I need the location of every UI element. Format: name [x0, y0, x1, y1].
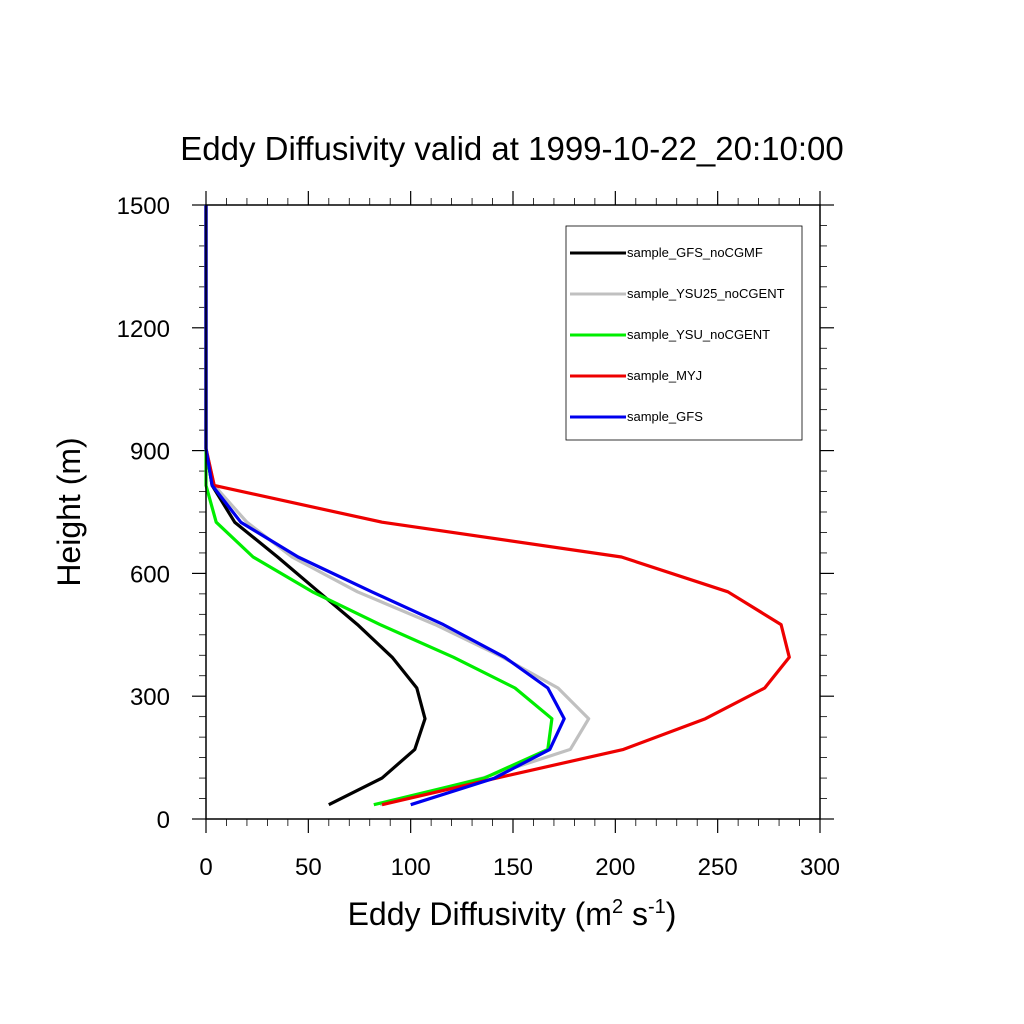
x-axis-label: Eddy Diffusivity (m2 s-1) [348, 896, 677, 932]
legend-label: sample_YSU25_noCGENT [627, 286, 785, 301]
x-tick-label: 100 [391, 854, 431, 881]
x-axis-label-sup1: 2 [612, 896, 623, 918]
legend-label: sample_GFS [627, 409, 703, 424]
series-line-sample-gfs-nocgmf [204, 205, 427, 807]
plot-frame [205, 204, 821, 820]
x-tick-label: 300 [800, 854, 840, 881]
legend-entries: sample_GFS_noCGMF sample_YSU25_noCGENTsam… [570, 245, 785, 424]
y-tick-label: 600 [130, 561, 170, 588]
chart-title: Eddy Diffusivity valid at 1999-10-22_20:… [180, 130, 843, 167]
axes: 0 50 100 150 200 250 300 0 300 600 900 1200 1500 [117, 191, 840, 881]
x-axis-label-mid: s [623, 896, 648, 932]
series-line-sample-ysu-nocgent [204, 205, 554, 807]
legend-label: sample_GFS_noCGMF [627, 245, 763, 260]
legend: sample_GFS_noCGMF sample_YSU25_noCGENTsam… [565, 225, 803, 441]
y-axis-label: Height (m) [51, 437, 87, 586]
y-tick-label: 1500 [117, 193, 170, 220]
y-tick-label: 900 [130, 439, 170, 466]
series-line-sample-gfs [204, 205, 566, 807]
x-axis-label-sup2: -1 [648, 896, 666, 918]
x-tick-label: 150 [493, 854, 533, 881]
x-axis-label-base: Eddy Diffusivity (m [348, 896, 612, 932]
x-tick-label: 0 [199, 854, 212, 881]
legend-box [565, 225, 803, 441]
legend-label: sample_MYJ [627, 368, 702, 383]
x-axis-label-end: ) [666, 896, 677, 932]
legend-label: sample_YSU_noCGENT [627, 327, 770, 342]
y-tick-label: 300 [130, 684, 170, 711]
x-tick-label: 250 [698, 854, 738, 881]
series-line-sample-ysu25-nocgent [204, 205, 591, 807]
x-tick-label: 50 [295, 854, 322, 881]
x-tick-label: 200 [595, 854, 635, 881]
y-tick-label: 0 [157, 807, 170, 834]
y-tick-label: 1200 [117, 316, 170, 343]
